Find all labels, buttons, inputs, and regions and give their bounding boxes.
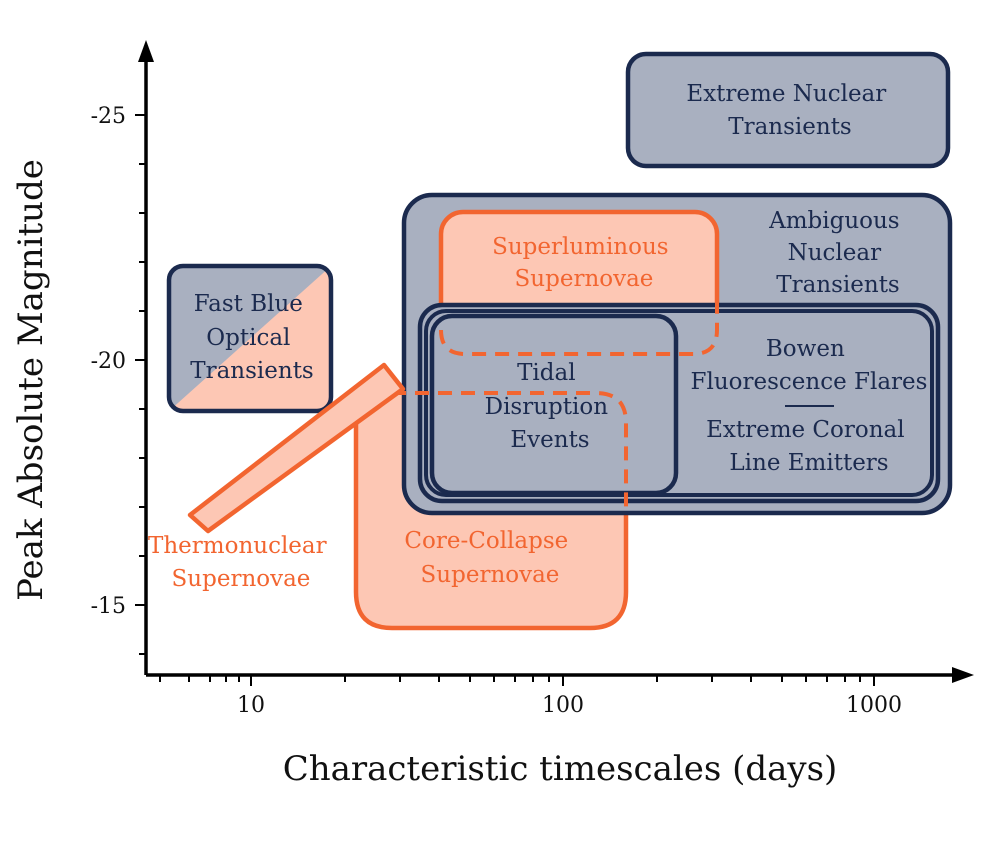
tidal-disruption-region xyxy=(429,313,679,496)
core-collapse-label: Core-Collapse Supernovae xyxy=(404,528,575,588)
core-collapse-border-solid xyxy=(353,423,629,631)
x-tick-label: 1000 xyxy=(846,693,902,718)
extreme-nuclear-label: Extreme Nuclear Transients xyxy=(686,81,893,140)
y-tick-label: -20 xyxy=(91,349,126,374)
x-tick-label: 10 xyxy=(237,693,265,718)
tidal-disruption-label: Tidal Disruption Events xyxy=(485,360,616,453)
bowen-label: Bowen Fluorescence Flares xyxy=(691,336,928,395)
fast-blue-label: Fast Blue Optical Transients xyxy=(190,291,314,384)
x-axis-title: Characteristic timescales (days) xyxy=(283,749,838,789)
x-axis-arrow xyxy=(952,667,974,683)
fast-blue-border xyxy=(166,263,334,414)
thermonuclear-label: Thermonuclear Supernovae xyxy=(148,533,334,592)
y-axis-title: Peak Absolute Magnitude xyxy=(11,159,51,601)
thermonuclear-band xyxy=(187,362,406,534)
y-axis-arrow xyxy=(138,40,154,62)
x-ticks xyxy=(159,675,875,686)
y-tick-label: -25 xyxy=(91,104,126,129)
bowen-outline xyxy=(424,309,934,497)
superluminous-label: Superluminous Supernovae xyxy=(492,234,676,292)
y-tick-label: -15 xyxy=(91,594,126,619)
fast-blue-region xyxy=(169,266,331,411)
extreme-nuclear-region xyxy=(625,51,951,169)
superluminous-dashed-border xyxy=(439,300,719,356)
ecle-label: Extreme Coronal Line Emitters xyxy=(706,417,912,476)
y-ticks xyxy=(135,114,146,655)
ambiguous-nuclear-label: Ambiguous Nuclear Transients xyxy=(768,208,907,298)
x-tick-label: 100 xyxy=(542,693,584,718)
